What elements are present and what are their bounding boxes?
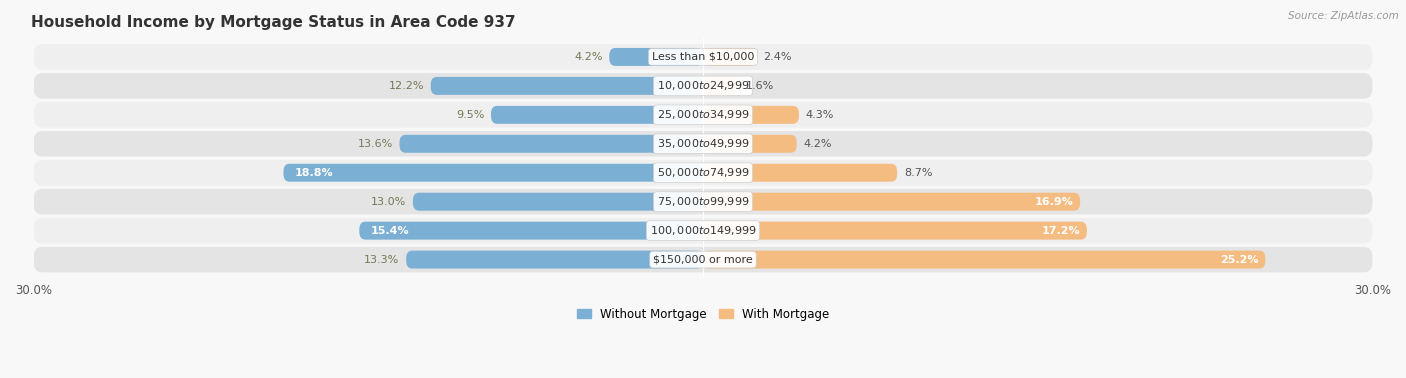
FancyBboxPatch shape bbox=[703, 77, 738, 95]
Text: 8.7%: 8.7% bbox=[904, 168, 932, 178]
FancyBboxPatch shape bbox=[703, 48, 756, 66]
Text: 13.6%: 13.6% bbox=[357, 139, 392, 149]
FancyBboxPatch shape bbox=[34, 102, 1372, 127]
FancyBboxPatch shape bbox=[703, 164, 897, 182]
Text: 16.9%: 16.9% bbox=[1035, 197, 1073, 207]
Text: $150,000 or more: $150,000 or more bbox=[654, 255, 752, 265]
Text: Less than $10,000: Less than $10,000 bbox=[652, 52, 754, 62]
Text: $50,000 to $74,999: $50,000 to $74,999 bbox=[657, 166, 749, 179]
Text: 4.2%: 4.2% bbox=[574, 52, 603, 62]
FancyBboxPatch shape bbox=[703, 193, 1080, 211]
Text: $35,000 to $49,999: $35,000 to $49,999 bbox=[657, 137, 749, 150]
Text: Household Income by Mortgage Status in Area Code 937: Household Income by Mortgage Status in A… bbox=[31, 15, 516, 30]
Text: 15.4%: 15.4% bbox=[371, 226, 409, 235]
FancyBboxPatch shape bbox=[284, 164, 703, 182]
FancyBboxPatch shape bbox=[703, 251, 1265, 268]
FancyBboxPatch shape bbox=[703, 222, 1087, 240]
Text: $100,000 to $149,999: $100,000 to $149,999 bbox=[650, 224, 756, 237]
FancyBboxPatch shape bbox=[34, 44, 1372, 70]
FancyBboxPatch shape bbox=[609, 48, 703, 66]
FancyBboxPatch shape bbox=[34, 73, 1372, 99]
Text: 25.2%: 25.2% bbox=[1220, 255, 1258, 265]
FancyBboxPatch shape bbox=[703, 106, 799, 124]
Text: $25,000 to $34,999: $25,000 to $34,999 bbox=[657, 108, 749, 121]
Text: 13.0%: 13.0% bbox=[371, 197, 406, 207]
FancyBboxPatch shape bbox=[360, 222, 703, 240]
Text: 9.5%: 9.5% bbox=[456, 110, 484, 120]
Text: 12.2%: 12.2% bbox=[388, 81, 425, 91]
FancyBboxPatch shape bbox=[34, 189, 1372, 214]
FancyBboxPatch shape bbox=[491, 106, 703, 124]
FancyBboxPatch shape bbox=[34, 247, 1372, 272]
Text: 1.6%: 1.6% bbox=[745, 81, 773, 91]
FancyBboxPatch shape bbox=[703, 135, 797, 153]
Text: 17.2%: 17.2% bbox=[1042, 226, 1080, 235]
FancyBboxPatch shape bbox=[406, 251, 703, 268]
FancyBboxPatch shape bbox=[399, 135, 703, 153]
Text: Source: ZipAtlas.com: Source: ZipAtlas.com bbox=[1288, 11, 1399, 21]
Text: 4.2%: 4.2% bbox=[803, 139, 832, 149]
FancyBboxPatch shape bbox=[34, 131, 1372, 156]
FancyBboxPatch shape bbox=[34, 160, 1372, 186]
FancyBboxPatch shape bbox=[430, 77, 703, 95]
Text: $75,000 to $99,999: $75,000 to $99,999 bbox=[657, 195, 749, 208]
Text: 2.4%: 2.4% bbox=[763, 52, 792, 62]
Text: $10,000 to $24,999: $10,000 to $24,999 bbox=[657, 79, 749, 92]
FancyBboxPatch shape bbox=[34, 218, 1372, 243]
Legend: Without Mortgage, With Mortgage: Without Mortgage, With Mortgage bbox=[572, 303, 834, 325]
FancyBboxPatch shape bbox=[413, 193, 703, 211]
Text: 13.3%: 13.3% bbox=[364, 255, 399, 265]
Text: 18.8%: 18.8% bbox=[295, 168, 333, 178]
Text: 4.3%: 4.3% bbox=[806, 110, 834, 120]
